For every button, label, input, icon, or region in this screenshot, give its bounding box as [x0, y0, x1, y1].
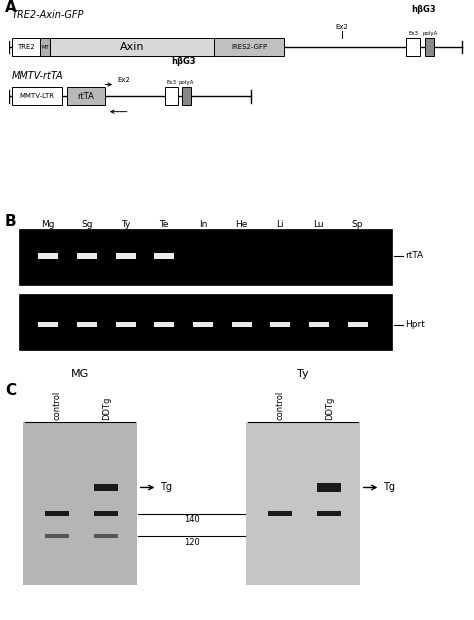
Text: MMTV-LTR: MMTV-LTR [19, 93, 55, 99]
Bar [46, 534, 69, 538]
Text: He: He [236, 219, 248, 229]
Text: Hprt: Hprt [405, 320, 425, 329]
Bar [165, 87, 178, 105]
Bar [317, 511, 341, 516]
Text: TRE2: TRE2 [17, 44, 35, 50]
Bar [268, 511, 292, 516]
Bar [12, 38, 40, 56]
Bar [46, 511, 69, 516]
Text: DDTg: DDTg [325, 397, 334, 420]
Text: Tg: Tg [383, 482, 395, 492]
Bar [214, 38, 284, 56]
Bar [23, 422, 137, 585]
Text: control: control [53, 391, 62, 420]
Text: 140: 140 [183, 515, 200, 525]
Bar [406, 38, 420, 56]
Text: Ex2: Ex2 [335, 24, 348, 30]
Text: MT: MT [41, 45, 49, 50]
Text: Axin: Axin [119, 42, 144, 52]
Text: Sp: Sp [352, 219, 364, 229]
Text: Ty: Ty [297, 370, 309, 379]
Bar [182, 87, 191, 105]
Text: In: In [199, 219, 207, 229]
Text: Sg: Sg [81, 219, 92, 229]
Text: Lu: Lu [314, 219, 324, 229]
Bar [425, 38, 435, 56]
Text: Tg: Tg [160, 482, 172, 492]
Text: IRES2-GFP: IRES2-GFP [231, 44, 267, 50]
Text: Ex3: Ex3 [408, 31, 418, 36]
Text: Te: Te [159, 219, 169, 229]
Bar [38, 253, 58, 259]
Bar [50, 38, 214, 56]
Bar [77, 253, 97, 259]
Bar [246, 422, 360, 585]
Text: C: C [5, 383, 16, 398]
Text: Ex2: Ex2 [117, 77, 130, 83]
Text: Li: Li [276, 219, 284, 229]
Text: hβG3: hβG3 [411, 5, 436, 14]
Bar [94, 511, 118, 516]
Text: hβG3: hβG3 [171, 57, 196, 66]
Text: rtTA: rtTA [405, 252, 423, 260]
Text: Ex3: Ex3 [166, 80, 176, 85]
Text: MG: MG [71, 370, 89, 379]
Bar [193, 322, 213, 327]
Bar [38, 322, 58, 327]
Text: MMTV-rtTA: MMTV-rtTA [12, 71, 64, 81]
Text: control: control [276, 391, 285, 420]
Text: TRE2-Axin-GFP: TRE2-Axin-GFP [12, 10, 84, 20]
Bar [116, 322, 136, 327]
Bar [94, 484, 118, 491]
Bar [270, 322, 290, 327]
Bar [154, 253, 174, 259]
Bar [347, 322, 368, 327]
Bar [116, 253, 136, 259]
Bar [18, 294, 392, 350]
Bar [94, 534, 118, 538]
Bar [317, 483, 341, 492]
Bar [40, 38, 50, 56]
Bar [77, 322, 97, 327]
Text: polyA: polyA [422, 31, 438, 36]
Bar [12, 87, 62, 105]
Text: rtTA: rtTA [77, 92, 94, 101]
Bar [231, 322, 252, 327]
Bar [18, 229, 392, 285]
Text: Ty: Ty [121, 219, 130, 229]
Text: Mg: Mg [41, 219, 55, 229]
Text: B: B [5, 213, 17, 229]
Text: polyA: polyA [179, 80, 194, 85]
Bar [309, 322, 329, 327]
Text: A: A [5, 0, 17, 15]
Text: DDTg: DDTg [102, 397, 110, 420]
Text: 120: 120 [183, 538, 200, 547]
Bar [67, 87, 105, 105]
Bar [154, 322, 174, 327]
